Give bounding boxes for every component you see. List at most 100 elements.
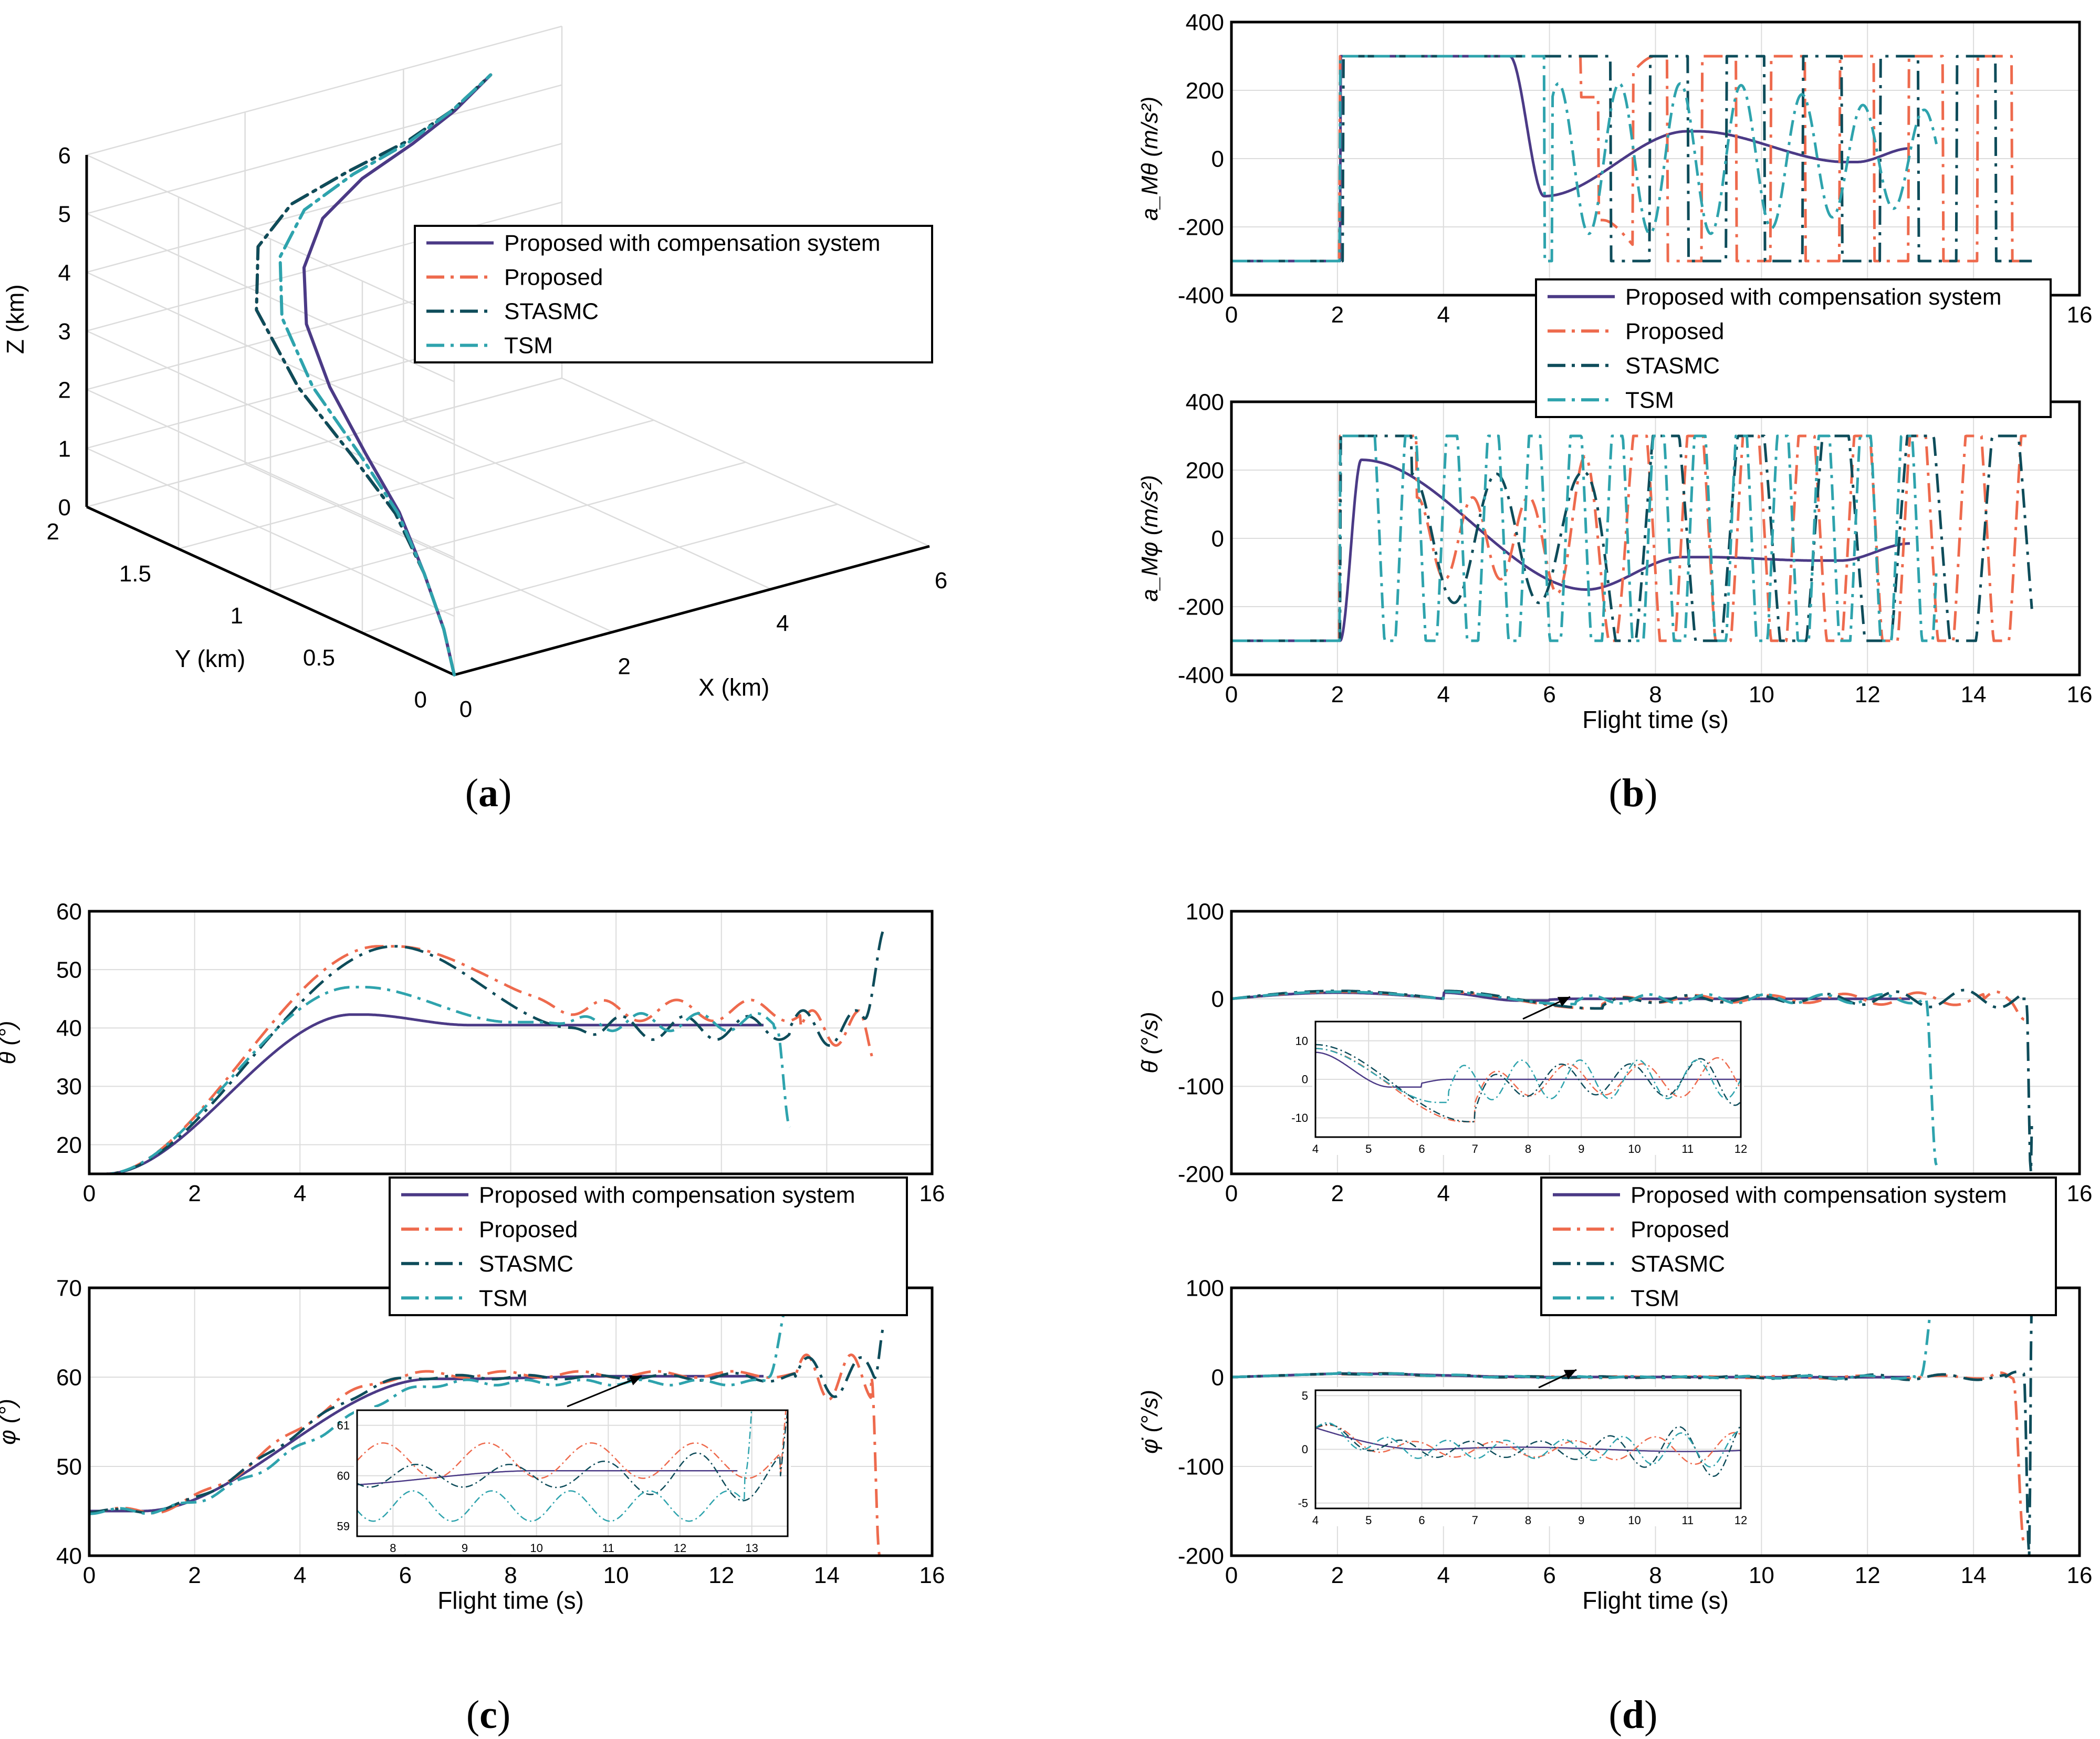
x-tick-label: 16 (2067, 1563, 2093, 1588)
y-tick-label: -100 (1178, 1074, 1224, 1100)
series-group (357, 1410, 788, 1522)
y-tick-label: -200 (1178, 1161, 1224, 1187)
y-tick-label: 20 (56, 1132, 82, 1158)
x-tick-label: 4 (294, 1563, 306, 1588)
legend-label: Proposed (479, 1216, 578, 1242)
series-line-tsm (1231, 1288, 1935, 1380)
x-tick-label: 12 (1855, 682, 1880, 707)
inset-zoom: 4 5 6 7 8 9 10 11 12 -10 0 10 (1291, 996, 1747, 1155)
series-line-tsm (1231, 990, 1938, 1166)
axes-frame (1314, 1389, 1742, 1509)
inset-arrow-head (629, 1376, 642, 1386)
y-tick-label: 30 (56, 1074, 82, 1100)
x-tick-label: 2 (188, 1181, 201, 1206)
x-tick-label: 2 (188, 1563, 201, 1588)
x-tick-label: 4 (1437, 1563, 1450, 1588)
x-tick-label: 8 (390, 1542, 396, 1555)
x-tick-label: 4 (776, 611, 789, 637)
legend-box (414, 225, 933, 363)
series-line-proposed-with-compensation-system (89, 1013, 765, 1174)
series-line-tsm (89, 1295, 791, 1515)
series-line-proposed (1315, 1424, 1741, 1465)
legend-label: STASMC (1631, 1251, 1725, 1277)
x-tick-label: 0 (83, 1563, 96, 1588)
x-tick-label: 12 (1855, 1563, 1880, 1588)
x-tick-label: 12 (674, 1542, 686, 1555)
y-axis-label: φ̇ (°/s) (1137, 1390, 1163, 1454)
y-tick-label: -5 (1298, 1496, 1308, 1509)
y-tick-label: 100 (1186, 899, 1224, 924)
legend-label: STASMC (1625, 353, 1720, 379)
legend-label: TSM (504, 333, 553, 359)
caption-a: (a) (465, 771, 512, 815)
inset-arrow-head (1557, 997, 1570, 1007)
caption-c: (c) (466, 1693, 510, 1737)
x-tick-label: 16 (2067, 302, 2093, 328)
y-tick-label: 1.5 (119, 561, 151, 587)
x-tick-label: 10 (603, 1563, 629, 1588)
z-tick-label: 4 (58, 260, 71, 286)
x-tick-label: 0 (459, 696, 472, 722)
series-line-tsm (1231, 434, 1938, 642)
legend-label: TSM (479, 1285, 528, 1311)
x-tick-label: 2 (1331, 302, 1344, 328)
x-tick-label: 0 (1225, 1181, 1238, 1206)
x-tick-label: 10 (1749, 1563, 1774, 1588)
y-tick-label: 400 (1186, 389, 1224, 415)
series-group (89, 1295, 886, 1556)
series-group (1231, 1288, 2033, 1556)
z-tick-label: 2 (58, 378, 71, 403)
inset-arrow-head (1563, 1370, 1576, 1380)
z-tick-label: 5 (58, 202, 71, 227)
x-tick-label: 12 (1735, 1142, 1747, 1155)
legend-label: TSM (1625, 387, 1674, 413)
y-tick-label: -200 (1178, 1543, 1224, 1569)
series-line-tsm (1231, 55, 1938, 263)
series-line-proposed (89, 1353, 881, 1556)
y-tick-label: -200 (1178, 594, 1224, 620)
inset-arrow-line (567, 1375, 642, 1408)
panel-c-top-theta: 02468101214162030405060θ (°) (0, 899, 945, 1206)
y-tick-label: 59 (337, 1520, 350, 1533)
wall-grid-z (86, 201, 562, 332)
wall-grid-z (86, 377, 562, 508)
x-tick-label: 8 (1525, 1514, 1531, 1527)
y-tick-label: 0 (1211, 526, 1224, 551)
series-line-proposed-with-compensation-system (1315, 1051, 1741, 1088)
x-tick-label: 10 (1628, 1514, 1641, 1527)
legend-label: Proposed with compensation system (479, 1182, 855, 1208)
x-tick-label: 6 (1418, 1514, 1425, 1527)
series-line-tsm (89, 985, 791, 1174)
x-tick-label: 0 (1225, 682, 1238, 707)
x-tick-label: 4 (1312, 1142, 1319, 1155)
legends: Proposed with compensation system Propose… (389, 225, 2057, 1316)
y-tick-label: 100 (1186, 1275, 1224, 1301)
z-axis-label: Z (km) (2, 284, 29, 354)
series-group (1315, 1422, 1741, 1477)
legend-box (389, 1176, 908, 1316)
series-line-proposed (357, 1410, 787, 1479)
x-tick-label: 6 (1418, 1142, 1425, 1155)
x-tick-label: 7 (1472, 1142, 1478, 1155)
x-tick-label: 10 (530, 1542, 542, 1555)
series-line-tsm (357, 1410, 753, 1522)
inset-background (354, 1407, 791, 1554)
x-tick-label: 11 (602, 1542, 614, 1555)
y-tick-label: 40 (56, 1543, 82, 1569)
legend-panel-b: Proposed with compensation system Propose… (1535, 278, 2052, 418)
z-tick-label: 6 (58, 143, 71, 169)
x-tick-label: 8 (1649, 682, 1662, 707)
x-axis-line (454, 545, 930, 676)
series-line-proposed-with-compensation-system (357, 1470, 738, 1486)
y-tick-label: 50 (56, 1454, 82, 1480)
x-tick-label: 4 (1437, 302, 1450, 328)
y-axis-label: θ (°) (0, 1021, 20, 1065)
series-line-proposed (89, 945, 876, 1174)
x-tick-label: 14 (814, 1563, 840, 1588)
series-line-stasmc (1315, 1044, 1741, 1122)
x-tick-label: 2 (1331, 1181, 1344, 1206)
y-tick-label: 200 (1186, 457, 1224, 483)
x-tick-label: 0 (1225, 1563, 1238, 1588)
legend-label: Proposed with compensation system (1631, 1182, 2007, 1208)
